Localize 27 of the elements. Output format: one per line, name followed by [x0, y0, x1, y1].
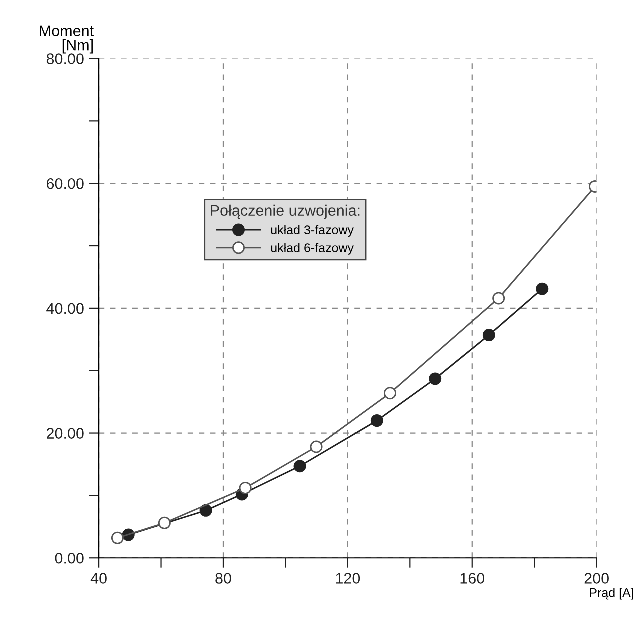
y-tick-label: 0.00	[55, 552, 84, 564]
x-tick-label: 80	[216, 573, 232, 584]
point	[239, 482, 252, 494]
point	[536, 282, 549, 296]
point	[158, 516, 171, 530]
legend-label: układ 6-fazowy	[271, 243, 354, 255]
point	[310, 440, 323, 454]
point	[111, 532, 124, 544]
point	[200, 504, 212, 517]
x-tick-label: 160	[460, 573, 485, 584]
y-tick-label: 40.00	[46, 303, 84, 314]
y-axis-title: Moment [Nm]	[40, 26, 94, 54]
x-axis-title: Prąd [A]	[590, 588, 634, 600]
x-tick-label: 40	[90, 573, 107, 584]
legend-title: Połączenie uzwojenia:	[211, 204, 360, 220]
x-tick-label: 200	[584, 573, 609, 584]
point	[370, 414, 384, 428]
point	[482, 329, 496, 342]
point	[294, 460, 306, 473]
y-tick-label: 80.00	[46, 54, 84, 64]
legend-label: układ 3-fazowy	[271, 225, 354, 237]
y-tick-label: 60.00	[47, 178, 84, 190]
point	[429, 372, 442, 386]
point	[492, 292, 506, 305]
x-tick-label: 120	[336, 573, 360, 584]
y-tick-label: 20.00	[47, 428, 84, 439]
point	[384, 387, 396, 400]
